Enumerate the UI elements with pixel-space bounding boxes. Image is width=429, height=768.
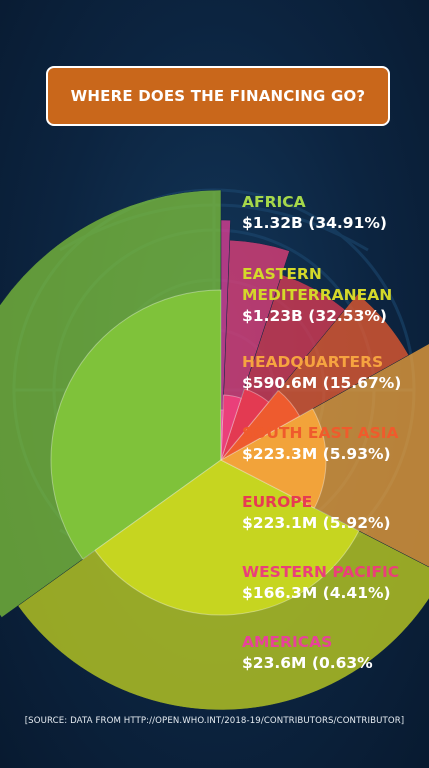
pie-slice-eastern-mediterranean <box>94 459 360 616</box>
slice-label-value: $223.3M (5.93%) <box>242 445 391 463</box>
label-africa: AFRICA $1.32B (34.91%) <box>242 192 387 234</box>
pie-slice-headquarters <box>219 408 327 509</box>
title-banner: WHERE DOES THE FINANCING GO? <box>46 66 390 126</box>
pie-slice-africa <box>50 289 222 560</box>
slice-label-name: AFRICA <box>242 193 306 211</box>
source-note: [SOURCE: DATA FROM HTTP://OPEN.WHO.INT/2… <box>24 716 405 726</box>
label-western-pacific: WESTERN PACIFIC $166.3M (4.41%) <box>242 562 399 604</box>
slice-label-name: EASTERN MEDITERRANEAN <box>242 265 393 304</box>
slice-label-name: HEADQUARTERS <box>242 353 384 371</box>
label-europe: EUROPE $223.1M (5.92%) <box>242 492 391 534</box>
label-americas: AMERICAS $23.6M (0.63% <box>242 632 373 674</box>
slice-label-name: EUROPE <box>242 493 313 511</box>
slice-label-value: $590.6M (15.67%) <box>242 374 402 392</box>
slice-label-name: WESTERN PACIFIC <box>242 563 400 581</box>
slice-label-value: $166.3M (4.41%) <box>242 584 391 602</box>
pie-slice-western-pacific <box>220 394 242 461</box>
slice-label-value: $223.1M (5.92%) <box>242 514 391 532</box>
slice-label-value: $1.32B (34.91%) <box>242 214 387 232</box>
label-headquarters: HEADQUARTERS $590.6M (15.67%) <box>242 352 401 394</box>
pie-slice-south-east-asia <box>220 389 301 461</box>
pie-slice-outer-americas <box>220 219 231 461</box>
slice-label-name: AMERICAS <box>242 633 333 651</box>
label-south-east-asia: SOUTH EAST ASIA $223.3M (5.93%) <box>242 423 399 465</box>
chart-title: WHERE DOES THE FINANCING GO? <box>70 87 366 105</box>
label-eastern-mediterranean: EASTERN MEDITERRANEAN $1.23B (32.53%) <box>242 264 422 327</box>
pie-slice-europe <box>220 388 270 461</box>
slice-label-value: $1.23B (32.53%) <box>242 307 387 325</box>
slice-label-name: SOUTH EAST ASIA <box>242 424 399 442</box>
pie-slice-americas <box>220 409 224 461</box>
slice-label-value: $23.6M (0.63% <box>242 654 373 672</box>
